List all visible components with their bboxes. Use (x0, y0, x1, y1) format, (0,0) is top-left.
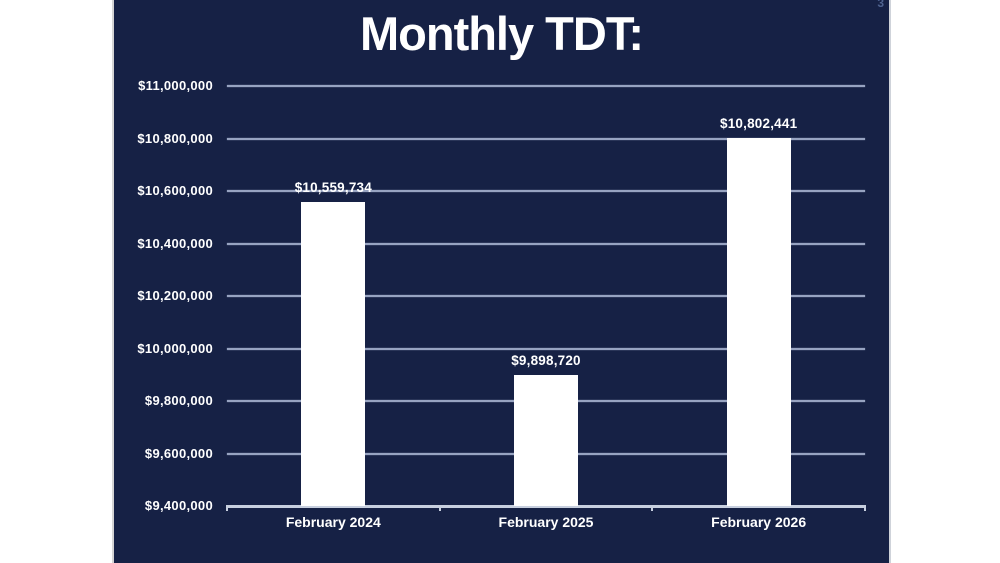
x-axis-tick (226, 505, 228, 511)
x-axis-category-label: February 2026 (711, 514, 807, 530)
chart-title: Monthly TDT: (360, 7, 644, 60)
gridline (227, 85, 865, 87)
x-axis-category-label: February 2024 (285, 514, 381, 530)
y-axis-tick-label: $11,000,000 (138, 78, 213, 93)
gridline (227, 242, 865, 245)
bar-value-label: $10,559,734 (294, 179, 372, 195)
bar-february-2025 (514, 375, 578, 506)
x-axis-tick (651, 505, 654, 511)
y-axis-tick-label: $9,600,000 (144, 445, 213, 461)
slide-page-number: 3 (877, 0, 884, 10)
y-axis-tick-label: $10,000,000 (137, 340, 213, 356)
gridline (227, 137, 865, 140)
gridline (227, 295, 865, 297)
bar-february-2024 (301, 201, 366, 506)
x-axis-category-label: February 2025 (498, 514, 594, 530)
x-axis-tick (438, 505, 441, 511)
x-axis-line (227, 505, 865, 508)
slide: 3 Monthly TDT: $11,000,000 $10,800,000 $10… (112, 0, 891, 563)
gridline (227, 190, 865, 192)
bar-value-label: $10,802,441 (720, 115, 798, 131)
y-axis-tick-label: $10,600,000 (137, 183, 213, 198)
bar-value-label: $9,898,720 (511, 353, 581, 369)
y-axis-tick-label: $9,800,000 (144, 393, 213, 408)
y-axis-tick-label: $10,200,000 (137, 288, 213, 303)
y-axis-tick-label: $10,400,000 (137, 235, 213, 251)
y-axis-tick-label: $10,800,000 (137, 130, 213, 146)
y-axis-tick-label: $9,400,000 (144, 498, 213, 513)
gridline (227, 347, 865, 350)
bar-february-2026 (726, 137, 791, 506)
x-axis-tick (864, 505, 866, 511)
bar-chart: $11,000,000 $10,800,000 $10,600,000 $10,400… (114, 0, 889, 563)
